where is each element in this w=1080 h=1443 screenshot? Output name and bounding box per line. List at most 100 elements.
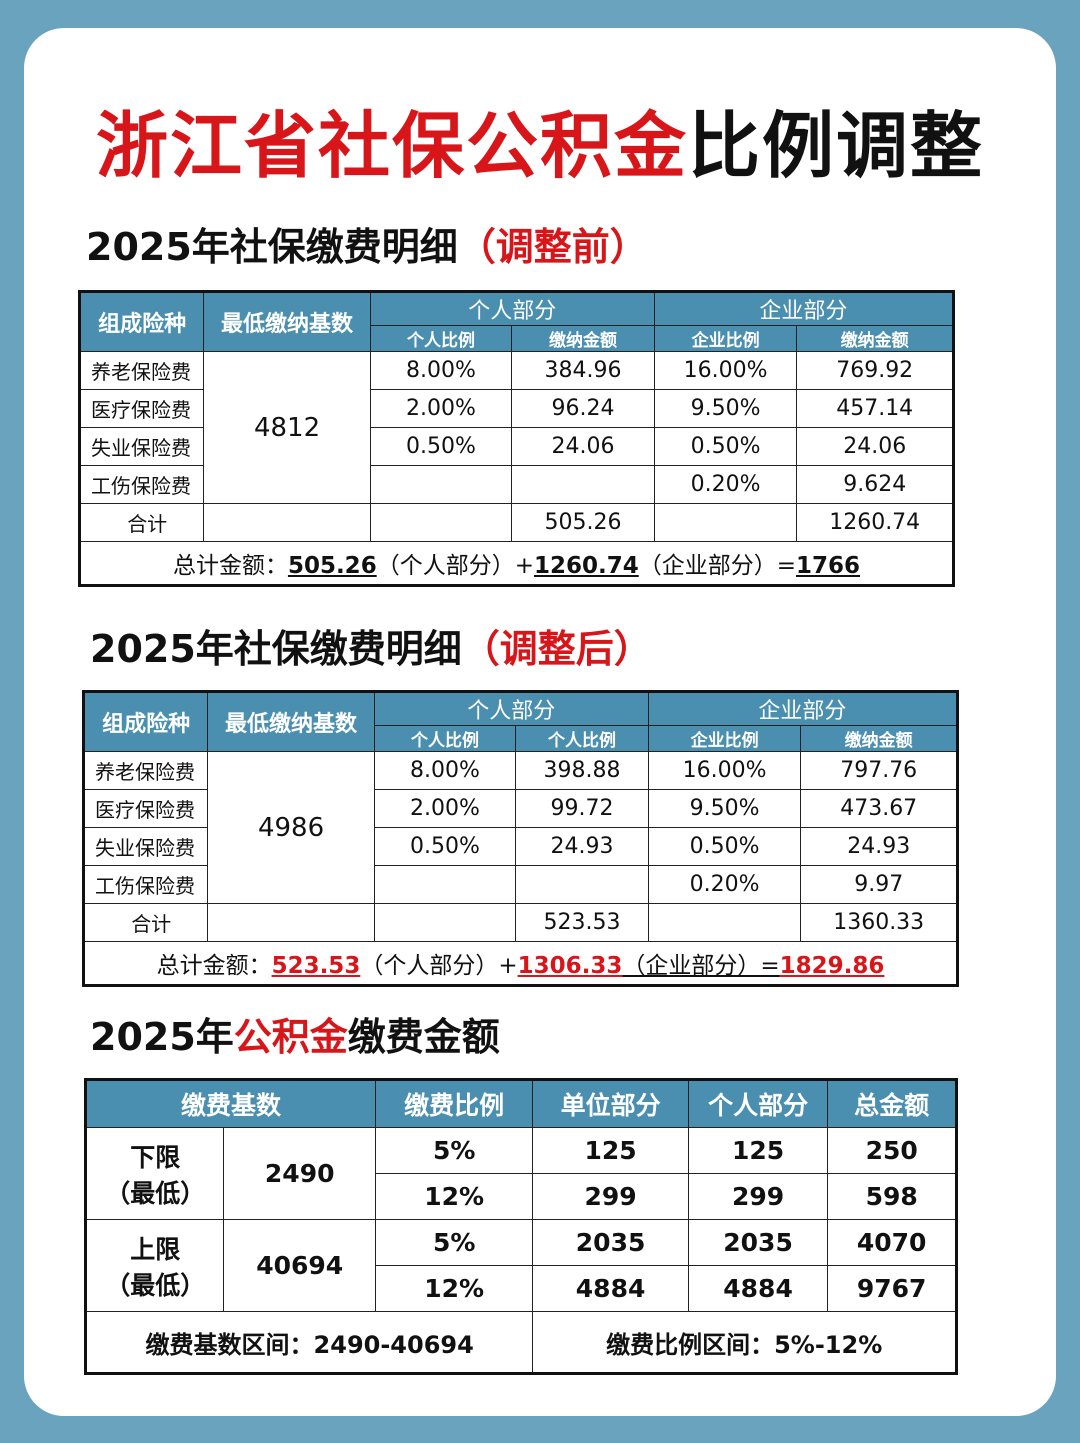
fund-lower-base: 2490 bbox=[223, 1127, 376, 1220]
table-row: 12% 4884 4884 9767 bbox=[86, 1265, 957, 1312]
row-name: 失业保险费 bbox=[78, 427, 205, 466]
fund-title-rest: 缴费金额 bbox=[347, 1015, 500, 1059]
cell-total: 250 bbox=[827, 1127, 957, 1174]
cell-personal: 299 bbox=[687, 1173, 829, 1220]
table-row: 失业保险费 0.50% 24.06 0.50% 24.06 bbox=[78, 427, 954, 466]
header-base: 最低缴纳基数 bbox=[203, 291, 371, 352]
cell-unit: 4884 bbox=[532, 1265, 689, 1312]
total-personal: 523.53 bbox=[271, 953, 361, 979]
fund-header-ratio: 缴费比例 bbox=[374, 1079, 534, 1128]
cell-c-amount: 769.92 bbox=[796, 351, 954, 390]
fund-base-range: 缴费基数区间：2490-40694 bbox=[84, 1311, 534, 1374]
header-p-amount: 个人比例 bbox=[515, 725, 649, 752]
fund-header-personal: 个人部分 bbox=[687, 1079, 829, 1128]
cell-p-amount: 96.24 bbox=[511, 389, 655, 428]
base-value: 4812 bbox=[203, 351, 371, 504]
fund-upper-label: 上限 （最低） bbox=[84, 1219, 225, 1312]
total-company: 1306.33 bbox=[517, 953, 623, 979]
table-row: 养老保险费 4986 8.00% 398.88 16.00% 797.76 bbox=[82, 751, 958, 904]
fund-lower-label-line1: 下限 bbox=[130, 1142, 181, 1172]
row-name: 失业保险费 bbox=[82, 827, 209, 866]
total-company-label: （企业部分）= bbox=[622, 953, 780, 979]
header-type: 组成险种 bbox=[82, 691, 209, 752]
cell-p-ratio: 8.00% bbox=[369, 351, 513, 390]
subtotal-row: 合计 505.26 1260.74 bbox=[78, 503, 954, 542]
cell-p-ratio: 2.00% bbox=[373, 789, 517, 828]
cell-p-ratio: 0.50% bbox=[369, 427, 513, 466]
after-title-tag: （调整后） bbox=[461, 627, 652, 671]
page-title-red: 浙江省社保公积金 bbox=[95, 104, 688, 188]
row-name: 养老保险费 bbox=[82, 751, 209, 790]
cell-total: 4070 bbox=[827, 1219, 957, 1266]
subtotal-p-amount: 523.53 bbox=[515, 903, 649, 942]
fund-lower-label-line2: （最低） bbox=[105, 1178, 206, 1208]
cell-p-amount: 99.72 bbox=[515, 789, 649, 828]
header-c-amount: 缴纳金额 bbox=[800, 725, 958, 752]
cell-c-ratio: 16.00% bbox=[647, 751, 802, 790]
total-line: 总计金额：505.26（个人部分）+1260.74（企业部分）=1766 bbox=[79, 541, 954, 586]
total-sum: 1829.86 bbox=[779, 953, 885, 979]
cell-c-ratio: 16.00% bbox=[653, 351, 798, 390]
cell-p-ratio: 8.00% bbox=[373, 751, 517, 790]
cell-personal: 4884 bbox=[687, 1265, 829, 1312]
cell-c-ratio: 0.50% bbox=[647, 827, 802, 866]
fund-lower-label: 下限 （最低） bbox=[84, 1127, 225, 1220]
header-c-amount: 缴纳金额 bbox=[796, 325, 954, 352]
page-title: 浙江省社保公积金比例调整 bbox=[0, 96, 1080, 196]
table-row: 医疗保险费 2.00% 96.24 9.50% 457.14 bbox=[78, 389, 954, 428]
cell-p-ratio bbox=[369, 465, 513, 504]
cell-p-amount: 384.96 bbox=[511, 351, 655, 390]
cell-p-ratio bbox=[373, 865, 517, 904]
total-sum: 1766 bbox=[796, 553, 861, 579]
header-c-ratio: 企业比例 bbox=[653, 325, 798, 352]
header-c-ratio: 企业比例 bbox=[647, 725, 802, 752]
after-section-title: 2025年社保缴费明细（调整后） bbox=[90, 624, 652, 674]
header-company: 企业部分 bbox=[647, 691, 959, 726]
before-table: 组成险种 最低缴纳基数 个人部分 企业部分 个人比例 缴纳金额 企业比例 缴纳金… bbox=[78, 290, 955, 587]
fund-header-base: 缴费基数 bbox=[85, 1079, 376, 1128]
cell-p-amount bbox=[511, 465, 655, 504]
base-value: 4986 bbox=[207, 751, 375, 904]
cell-ratio: 12% bbox=[374, 1173, 534, 1220]
table-row: 工伤保险费 0.20% 9.624 bbox=[78, 465, 954, 504]
after-title-main: 2025年社保缴费明细 bbox=[90, 627, 462, 671]
cell-ratio: 5% bbox=[374, 1219, 534, 1266]
cell-total: 9767 bbox=[827, 1265, 957, 1312]
cell-p-amount bbox=[515, 865, 649, 904]
after-table: 组成险种 最低缴纳基数 个人部分 企业部分 个人比例 个人比例 企业比例 缴纳金… bbox=[82, 690, 959, 987]
header-personal: 个人部分 bbox=[369, 291, 655, 326]
table-row: 失业保险费 0.50% 24.93 0.50% 24.93 bbox=[82, 827, 958, 866]
table-row: 养老保险费 4812 8.00% 384.96 16.00% 769.92 bbox=[78, 351, 954, 504]
table-row: 下限 （最低） 2490 5% 125 125 250 bbox=[84, 1127, 957, 1220]
subtotal-c-amount: 1360.33 bbox=[800, 903, 958, 942]
cell-personal: 125 bbox=[687, 1127, 829, 1174]
before-title-tag: （调整前） bbox=[457, 225, 648, 269]
cell-total: 598 bbox=[827, 1173, 957, 1220]
header-p-ratio: 个人比例 bbox=[369, 325, 513, 352]
subtotal-c-amount: 1260.74 bbox=[796, 503, 954, 542]
subtotal-label: 合计 bbox=[82, 903, 209, 942]
row-name: 医疗保险费 bbox=[82, 789, 209, 828]
header-base: 最低缴纳基数 bbox=[207, 691, 375, 752]
fund-section-title: 2025年公积金缴费金额 bbox=[90, 1012, 500, 1062]
table-row: 医疗保险费 2.00% 99.72 9.50% 473.67 bbox=[82, 789, 958, 828]
total-company-label: （企业部分）= bbox=[638, 553, 797, 579]
header-p-amount: 缴纳金额 bbox=[511, 325, 655, 352]
total-prefix: 总计金额： bbox=[156, 953, 272, 979]
fund-title-year: 2025年 bbox=[90, 1015, 234, 1059]
cell-p-amount: 398.88 bbox=[515, 751, 649, 790]
total-personal: 505.26 bbox=[287, 553, 377, 579]
cell-p-ratio: 2.00% bbox=[369, 389, 513, 428]
cell-c-ratio: 0.20% bbox=[653, 465, 798, 504]
cell-unit: 125 bbox=[532, 1127, 689, 1174]
fund-table: 缴费基数 缴费比例 单位部分 个人部分 总金额 下限 （最低） 2490 5% … bbox=[84, 1078, 958, 1375]
table-row: 工伤保险费 0.20% 9.97 bbox=[82, 865, 958, 904]
before-section-title: 2025年社保缴费明细（调整前） bbox=[86, 222, 648, 272]
total-row: 总计金额：523.53（个人部分）+1306.33（企业部分）=1829.86 bbox=[83, 941, 958, 986]
fund-upper-label-line1: 上限 bbox=[130, 1234, 181, 1264]
header-p-ratio: 个人比例 bbox=[373, 725, 517, 752]
fund-upper-label-line2: （最低） bbox=[105, 1270, 206, 1300]
table-row: 12% 299 299 598 bbox=[86, 1173, 957, 1220]
cell-c-ratio: 9.50% bbox=[647, 789, 802, 828]
cell-c-ratio: 0.20% bbox=[647, 865, 802, 904]
